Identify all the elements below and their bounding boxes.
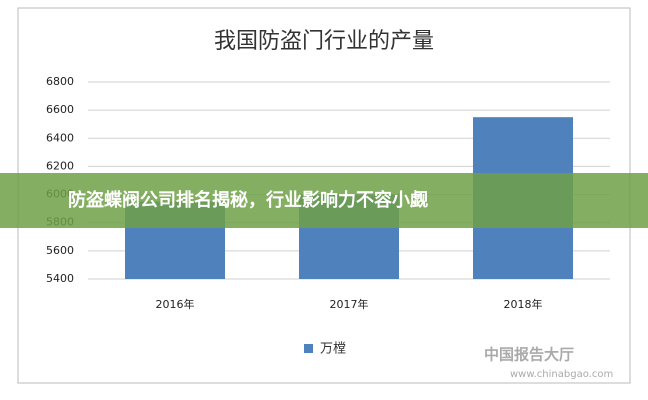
legend-swatch xyxy=(304,344,313,353)
watermark-url: www.chinabgao.com xyxy=(510,369,613,380)
x-tick-label: 2016年 xyxy=(156,297,195,311)
legend-label: 万樘 xyxy=(320,342,346,357)
y-tick-label: 6400 xyxy=(46,131,74,144)
x-tick-label: 2018年 xyxy=(504,297,543,311)
y-tick-label: 6800 xyxy=(46,75,74,88)
y-tick-label: 6600 xyxy=(46,103,74,116)
banner-bg xyxy=(0,173,648,228)
watermark-name: 中国报告大厅 xyxy=(484,346,574,364)
y-tick-label: 5600 xyxy=(46,244,74,257)
chart-title: 我国防盗门行业的产量 xyxy=(214,29,434,54)
x-tick-label: 2017年 xyxy=(330,297,369,311)
y-tick-label: 5400 xyxy=(46,272,74,285)
banner-text: 防盗蝶阀公司排名揭秘，行业影响力不容小觑 xyxy=(68,189,428,211)
y-tick-label: 6200 xyxy=(46,159,74,172)
